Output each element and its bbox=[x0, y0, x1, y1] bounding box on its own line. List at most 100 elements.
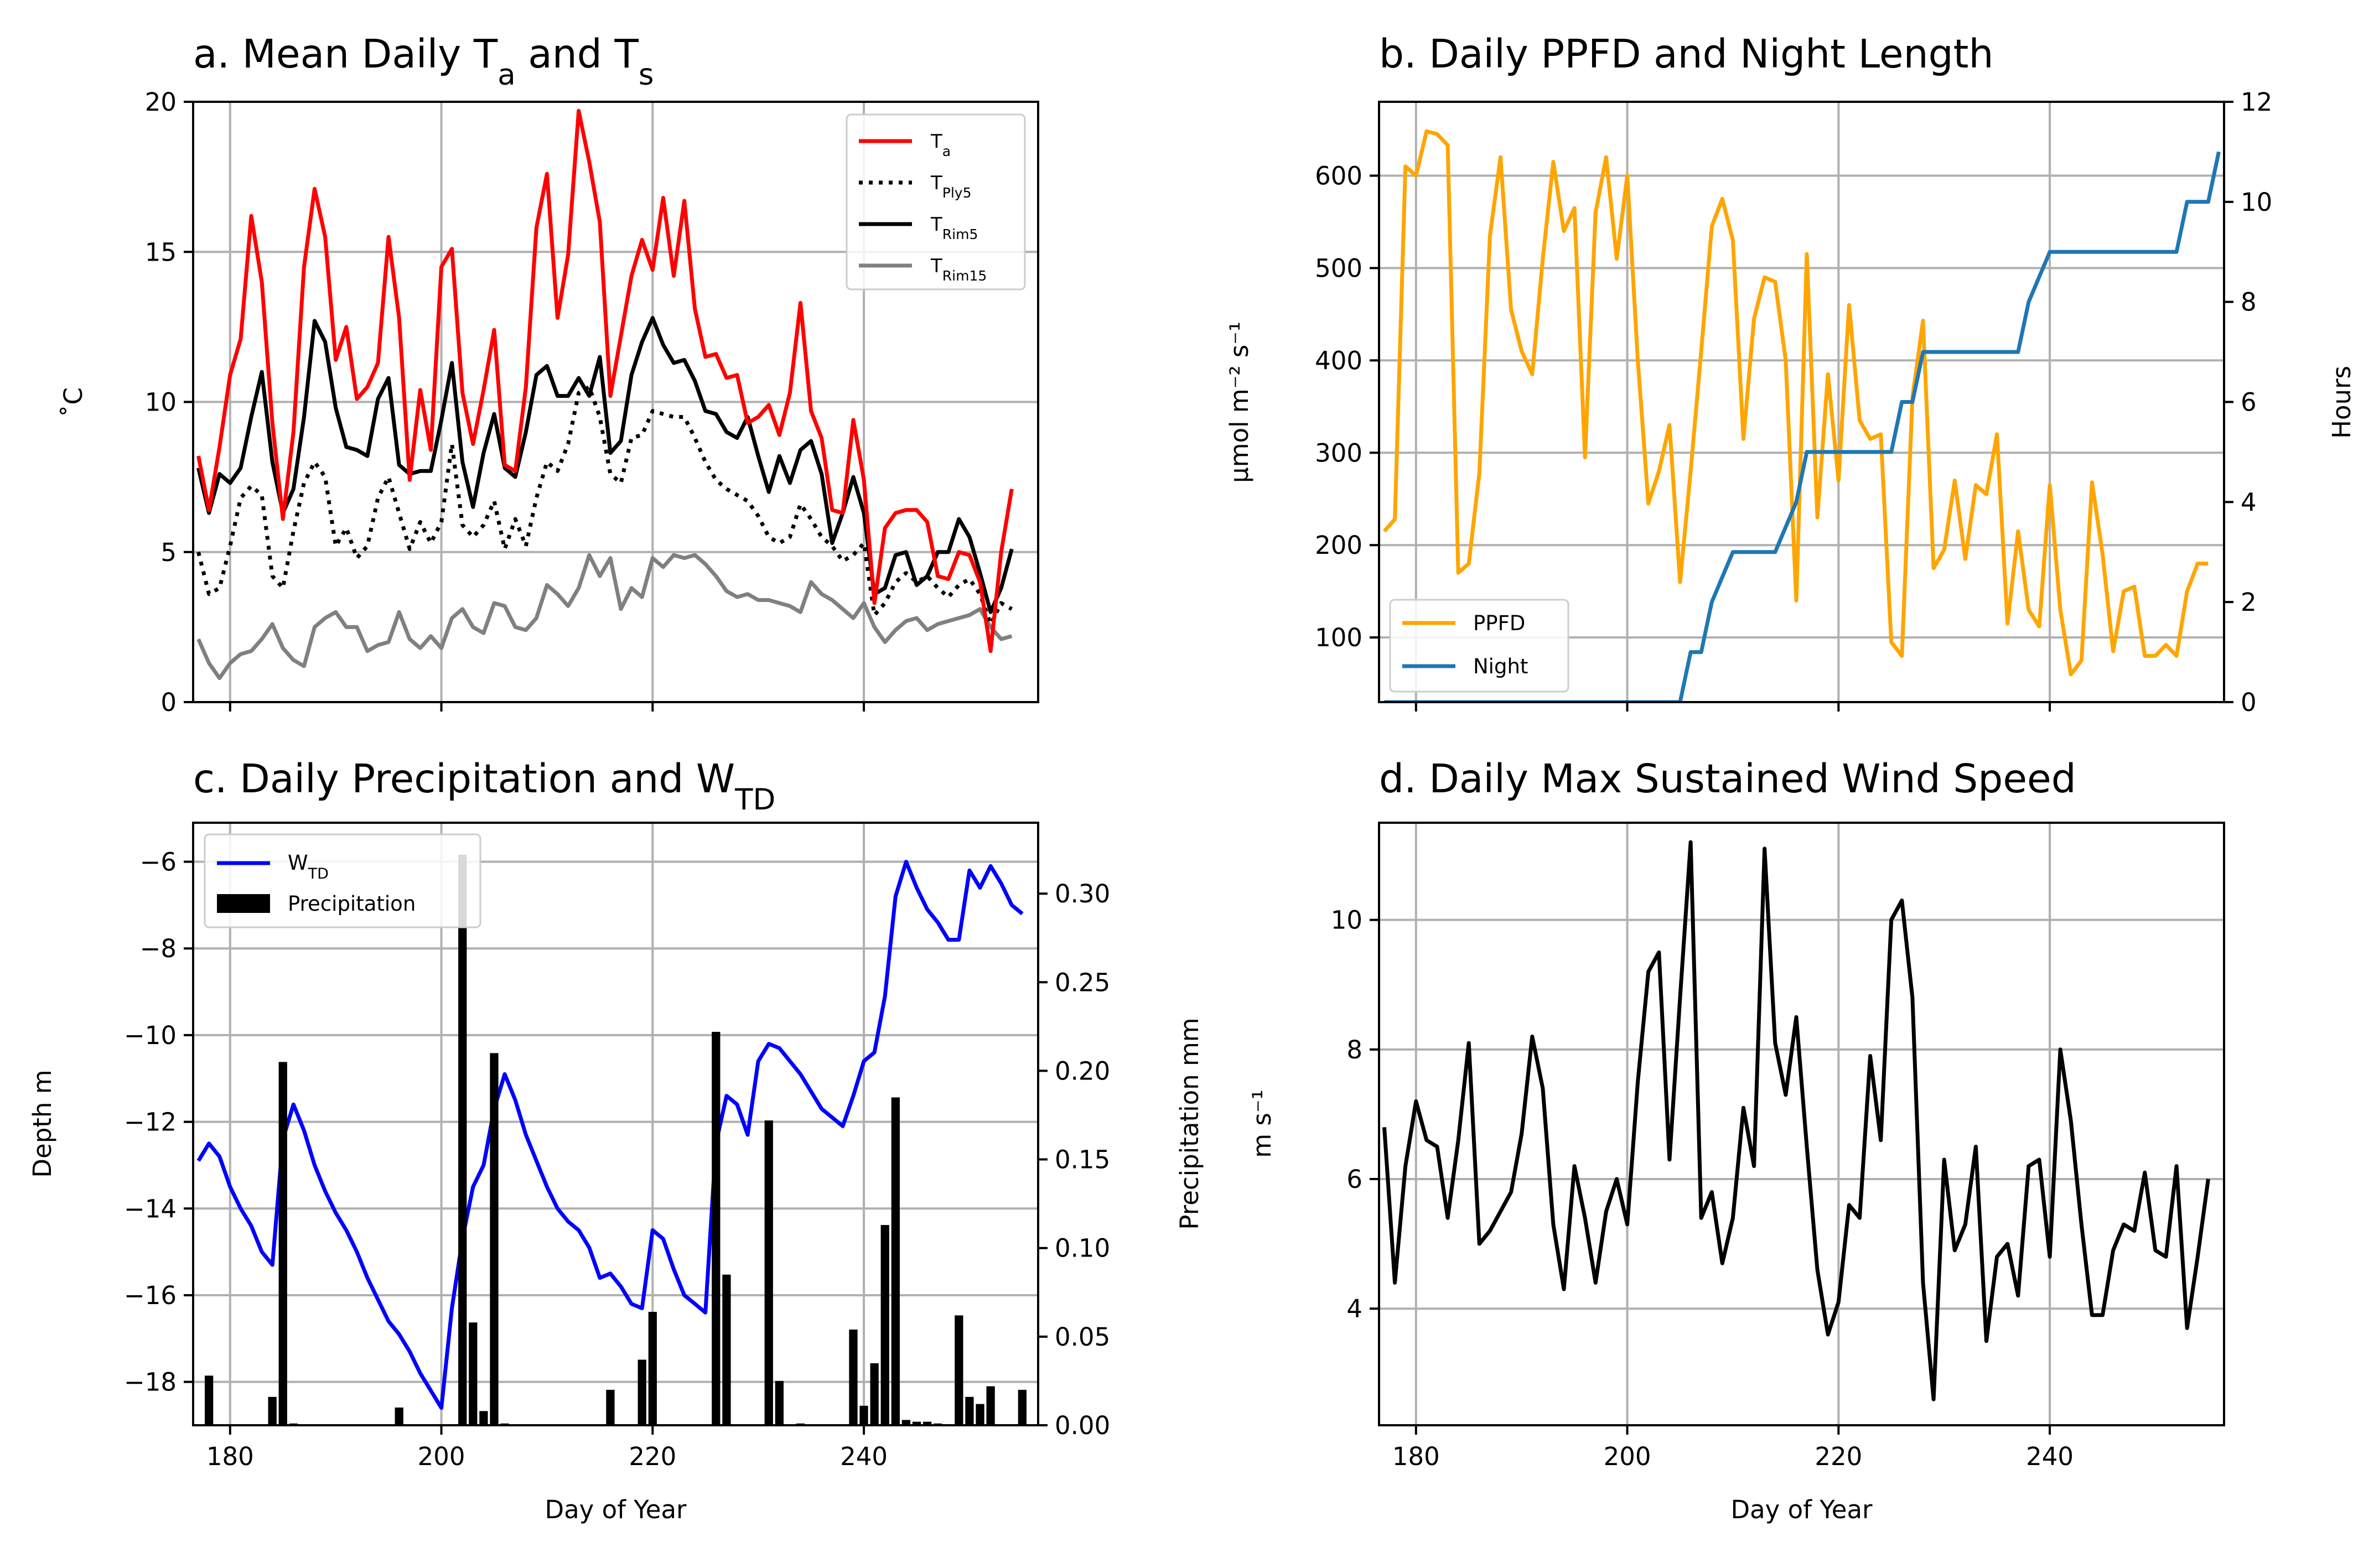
b-ylabel-left: µmol m⁻² s⁻¹ bbox=[1225, 321, 1254, 483]
c-precip-bar bbox=[764, 1120, 773, 1425]
c-precip-bar bbox=[490, 1053, 499, 1425]
d-xtick-label: 200 bbox=[1604, 1442, 1651, 1471]
a-series-line-a bbox=[196, 108, 1014, 653]
b-ytick-label-right: 8 bbox=[2241, 288, 2257, 317]
d-title: d. Daily Max Sustained Wind Speed bbox=[1379, 756, 2076, 802]
c-precip-bar bbox=[976, 1404, 984, 1425]
c-precip-bar bbox=[395, 1407, 403, 1425]
b-ytick-label: 100 bbox=[1315, 623, 1362, 652]
c-precip-bar bbox=[648, 1312, 657, 1425]
c-ytick-label-right: 0.20 bbox=[1055, 1056, 1110, 1086]
c-precip-bar bbox=[775, 1380, 784, 1425]
d-ytick-label: 10 bbox=[1331, 906, 1362, 935]
c-precip-bar bbox=[637, 1359, 646, 1425]
a-ytick-label: 5 bbox=[160, 538, 177, 567]
c-precip-bar bbox=[204, 1375, 214, 1425]
a-ylabel: ˚C bbox=[59, 387, 88, 417]
c-precip-bar bbox=[870, 1363, 879, 1425]
b-legend-label-night: Night bbox=[1473, 655, 1528, 678]
c-ylabel-left: Depth m bbox=[28, 1069, 57, 1177]
b-ylabel-right: Hours bbox=[2327, 366, 2356, 439]
c-xtick-label: 200 bbox=[418, 1442, 465, 1471]
c-ytick-label: −10 bbox=[124, 1021, 177, 1050]
c-ytick-label-right: 0.05 bbox=[1055, 1322, 1110, 1352]
c-ytick-label-right: 0.30 bbox=[1055, 879, 1110, 908]
d-xtick-label: 220 bbox=[1815, 1442, 1862, 1471]
c-precip-bar bbox=[268, 1396, 277, 1425]
c-precip-bar bbox=[912, 1421, 921, 1425]
panel-c-precipitation-water-table: 180 200 220 240 Day of Year −18 −16 −14 −12 −10 −8… bbox=[28, 756, 1204, 1524]
c-axes-frame bbox=[192, 822, 1039, 1426]
c-precip-bar bbox=[901, 1420, 911, 1425]
b-ytick-label: 600 bbox=[1315, 162, 1362, 191]
a-legend-label-ply5: TPly5 bbox=[930, 172, 972, 201]
a-ytick-label: 10 bbox=[145, 388, 177, 417]
a-legend-box bbox=[846, 113, 1026, 290]
d-ytick-label: 8 bbox=[1346, 1035, 1362, 1065]
c-xtick-label: 220 bbox=[629, 1442, 676, 1471]
b-legend-label-ppfd: PPFD bbox=[1473, 611, 1525, 635]
panel-a-mean-daily-temperature: 0 5 10 15 20 ˚C a. Mean Daily Ta and Ts Ta TPly5… bbox=[59, 31, 1039, 717]
a-axes-frame bbox=[192, 101, 1039, 703]
b-ytick-label-right: 6 bbox=[2241, 388, 2257, 417]
d-ytick-label: 4 bbox=[1346, 1294, 1362, 1323]
panel-d-wind-speed: 180 200 220 240 Day of Year 4 6 8 10 m s⁻¹ d. Dail… bbox=[1247, 756, 2225, 1524]
b-ytick-label-right: 4 bbox=[2241, 487, 2257, 517]
a-title: a. Mean Daily Ta and Ts bbox=[193, 31, 654, 92]
c-ytick-label-right: 0.10 bbox=[1055, 1234, 1110, 1263]
d-xtick-label: 240 bbox=[2026, 1442, 2074, 1471]
b-ytick-label: 500 bbox=[1315, 253, 1362, 283]
a-legend-label-a: Ta bbox=[930, 131, 951, 159]
c-xlabel: Day of Year bbox=[545, 1495, 687, 1524]
c-precip-bar bbox=[891, 1097, 900, 1425]
c-ylabel-right: Precipitation mm bbox=[1175, 1017, 1204, 1229]
c-xtick-label: 240 bbox=[840, 1442, 888, 1471]
c-precip-bar bbox=[278, 1062, 287, 1425]
c-precip-bar bbox=[849, 1330, 858, 1425]
c-precip-bar bbox=[1018, 1389, 1027, 1425]
c-precip-bar bbox=[880, 1225, 889, 1425]
c-xtick-label: 180 bbox=[206, 1442, 254, 1471]
b-ytick-label: 300 bbox=[1315, 438, 1362, 468]
a-ytick-label: 15 bbox=[145, 237, 177, 267]
a-series-line-rim15 bbox=[196, 553, 1013, 681]
c-precip-bar bbox=[712, 1031, 721, 1425]
c-ytick-label: −16 bbox=[124, 1281, 177, 1310]
c-legend-swatch-precipitation bbox=[217, 894, 270, 913]
c-ytick-label: −12 bbox=[124, 1108, 177, 1137]
c-precip-bar bbox=[965, 1396, 974, 1425]
c-precip-bar bbox=[922, 1421, 932, 1425]
b-series-line-night bbox=[1384, 151, 2221, 702]
b-ytick-label-right: 10 bbox=[2241, 188, 2272, 217]
c-ytick-label-right: 0.25 bbox=[1055, 968, 1110, 997]
b-ytick-label: 200 bbox=[1315, 531, 1362, 560]
b-ytick-label: 400 bbox=[1315, 346, 1362, 375]
c-title: c. Daily Precipitation and WTD bbox=[193, 756, 775, 817]
a-legend-label-rim5: TRim5 bbox=[930, 214, 978, 242]
c-ytick-label: −18 bbox=[124, 1368, 177, 1397]
c-legend-label-wtd: WTD bbox=[288, 851, 329, 882]
c-ytick-label: −8 bbox=[140, 934, 177, 963]
b-ytick-label-right: 0 bbox=[2241, 688, 2257, 717]
b-ytick-label-right: 2 bbox=[2241, 588, 2257, 617]
b-axes-frame bbox=[1378, 101, 2225, 703]
d-ytick-label: 6 bbox=[1346, 1165, 1362, 1194]
c-ytick-label: −6 bbox=[140, 848, 177, 877]
c-ytick-label: −14 bbox=[124, 1194, 177, 1223]
a-series-line-ply5 bbox=[196, 385, 1013, 626]
d-xlabel: Day of Year bbox=[1730, 1495, 1873, 1524]
b-title: b. Daily PPFD and Night Length bbox=[1379, 31, 1993, 77]
d-xtick-label: 180 bbox=[1392, 1442, 1440, 1471]
c-precip-bar bbox=[859, 1405, 868, 1425]
a-ytick-label: 0 bbox=[160, 688, 177, 717]
d-ylabel: m s⁻¹ bbox=[1247, 1089, 1277, 1157]
b-series-line-ppfd bbox=[1382, 129, 2209, 677]
c-precip-bar bbox=[722, 1274, 731, 1425]
c-legend-box bbox=[204, 833, 481, 928]
c-legend-label-precipitation: Precipitation bbox=[288, 892, 416, 916]
c-ytick-label-right: 0.15 bbox=[1055, 1145, 1110, 1175]
a-ytick-label: 20 bbox=[145, 87, 177, 117]
a-legend-label-rim15: TRim15 bbox=[930, 255, 987, 284]
c-precip-bar bbox=[986, 1386, 995, 1425]
